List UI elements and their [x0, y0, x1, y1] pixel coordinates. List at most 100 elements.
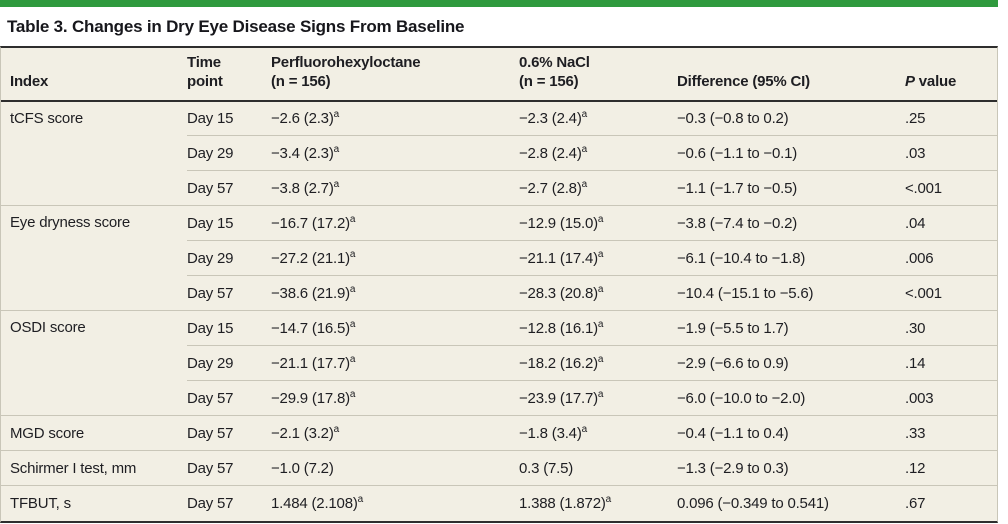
- cell-pfho: −3.4 (2.3)a: [271, 135, 519, 171]
- cell-time: Day 29: [187, 345, 271, 381]
- footnote-marker: a: [597, 283, 604, 295]
- footnote-marker: a: [357, 493, 364, 505]
- cell-difference: −6.0 (−10.0 to −2.0): [677, 380, 905, 416]
- cell-time: Day 15: [187, 205, 271, 241]
- cell-pfho: −29.9 (17.8)a: [271, 380, 519, 416]
- results-table-container: Index Time point Perfluorohexyloctane (n…: [0, 46, 998, 523]
- cell-p-value: .003: [905, 380, 997, 416]
- cell-p-value: <.001: [905, 275, 997, 311]
- cell-difference: 0.096 (−0.349 to 0.541): [677, 485, 905, 521]
- table-row: Schirmer I test, mm Day 57 −1.0 (7.2) 0.…: [1, 450, 997, 486]
- p-value-italic: P: [905, 72, 915, 90]
- table-row: Day 29 −3.4 (2.3)a −2.8 (2.4)a −0.6 (−1.…: [1, 135, 997, 171]
- cell-index: OSDI score: [1, 310, 187, 416]
- cell-time: Day 29: [187, 240, 271, 276]
- cell-index: MGD score: [1, 415, 187, 451]
- cell-p-value: .33: [905, 415, 997, 451]
- cell-value: −16.7 (17.2): [271, 214, 350, 232]
- table-row: Day 29 −21.1 (17.7)a −18.2 (16.2)a −2.9 …: [1, 345, 997, 381]
- column-header-difference: Difference (95% CI): [677, 48, 905, 102]
- accent-top-bar: [0, 0, 998, 7]
- cell-difference: −0.6 (−1.1 to −0.1): [677, 135, 905, 171]
- cell-difference: −1.1 (−1.7 to −0.5): [677, 170, 905, 206]
- table-row: Day 57 −29.9 (17.8)a −23.9 (17.7)a −6.0 …: [1, 380, 997, 416]
- cell-value: 1.484 (2.108): [271, 494, 358, 512]
- cell-time: Day 57: [187, 415, 271, 451]
- cell-nacl: −18.2 (16.2)a: [519, 345, 677, 381]
- cell-value: −3.8 (2.7): [271, 179, 334, 197]
- footnote-marker: a: [597, 318, 604, 330]
- footnote-marker: a: [333, 423, 340, 435]
- column-header-perfluorohexyloctane: Perfluorohexyloctane (n = 156): [271, 48, 519, 102]
- cell-value: −14.7 (16.5): [271, 319, 350, 337]
- cell-p-value: .14: [905, 345, 997, 381]
- cell-index: Schirmer I test, mm: [1, 450, 187, 486]
- cell-value: −1.8 (3.4): [519, 424, 582, 442]
- cell-time: Day 57: [187, 170, 271, 206]
- cell-nacl: −28.3 (20.8)a: [519, 275, 677, 311]
- cell-value: −3.4 (2.3): [271, 144, 334, 162]
- cell-value: −21.1 (17.7): [271, 354, 350, 372]
- footnote-marker: a: [581, 143, 588, 155]
- cell-nacl: −2.7 (2.8)a: [519, 170, 677, 206]
- cell-p-value: .04: [905, 205, 997, 241]
- footnote-marker: a: [597, 248, 604, 260]
- cell-p-value: .006: [905, 240, 997, 276]
- p-value-rest: value: [914, 72, 957, 90]
- cell-time: Day 15: [187, 109, 234, 127]
- footnote-marker: a: [581, 423, 588, 435]
- cell-value: 1.388 (1.872): [519, 494, 606, 512]
- table-row: MGD score Day 57 −2.1 (3.2)a −1.8 (3.4)a…: [1, 415, 997, 451]
- column-header-nacl: 0.6% NaCl (n = 156): [519, 48, 677, 102]
- cell-difference: −1.3 (−2.9 to 0.3): [677, 450, 905, 486]
- cell-index: tCFS score: [10, 109, 84, 127]
- header-row: Index Time point Perfluorohexyloctane (n…: [1, 48, 997, 102]
- footnote-marker: a: [349, 213, 356, 225]
- cell-index: Eye dryness score: [1, 205, 187, 311]
- cell-value: −2.8 (2.4): [519, 144, 582, 162]
- footnote-marker: a: [349, 318, 356, 330]
- column-header-p-value: P value: [905, 48, 997, 102]
- cell-nacl: −21.1 (17.4)a: [519, 240, 677, 276]
- cell-difference: −6.1 (−10.4 to −1.8): [677, 240, 905, 276]
- cell-nacl: −12.8 (16.1)a: [519, 310, 677, 346]
- cell-difference: −0.4 (−1.1 to 0.4): [677, 415, 905, 451]
- cell-value: −23.9 (17.7): [519, 389, 598, 407]
- cell-time: Day 15: [187, 310, 271, 346]
- cell-pfho: −38.6 (21.9)a: [271, 275, 519, 311]
- cell-pfho: −1.0 (7.2): [271, 450, 519, 486]
- footnote-marker: a: [349, 388, 356, 400]
- cell-value: −28.3 (20.8): [519, 284, 598, 302]
- footnote-marker: a: [333, 178, 340, 190]
- cell-value: −18.2 (16.2): [519, 354, 598, 372]
- cell-time: Day 57: [187, 450, 271, 486]
- cell-value: −2.7 (2.8): [519, 179, 582, 197]
- cell-value: −27.2 (21.1): [271, 249, 350, 267]
- footnote-marker: a: [581, 108, 588, 120]
- cell-value: −38.6 (21.9): [271, 284, 350, 302]
- cell-pfho: −14.7 (16.5)a: [271, 310, 519, 346]
- cell-pfho: −16.7 (17.2)a: [271, 205, 519, 241]
- cell-nacl: −2.3 (2.4)a: [519, 101, 677, 136]
- cell-value: −29.9 (17.8): [271, 389, 350, 407]
- cell-time: Day 57: [187, 275, 271, 311]
- cell-p-value: .25: [905, 109, 926, 127]
- cell-pfho: −21.1 (17.7)a: [271, 345, 519, 381]
- footnote-marker: a: [605, 493, 612, 505]
- table-row: Eye dryness score Day 15 −16.7 (17.2)a −…: [1, 205, 997, 311]
- cell-p-value: <.001: [905, 170, 997, 206]
- footnote-marker: a: [349, 283, 356, 295]
- cell-value: −2.1 (3.2): [271, 424, 334, 442]
- footnote-marker: a: [597, 388, 604, 400]
- table-row: tCFS score Day 15 −2.6 (2.3) a −2.3 (2.4)…: [1, 101, 997, 136]
- cell-pfho: 1.484 (2.108)a: [271, 485, 519, 521]
- cell-value: −2.6 (2.3): [271, 109, 334, 127]
- cell-p-value: .67: [905, 485, 997, 521]
- cell-time: Day 29: [187, 135, 271, 171]
- cell-p-value: .12: [905, 450, 997, 486]
- footnote-marker: a: [597, 213, 604, 225]
- footnote-marker: a: [333, 143, 340, 155]
- cell-value: −2.3 (2.4): [519, 109, 582, 127]
- footnote-marker: a: [349, 353, 356, 365]
- cell-time: Day 57: [187, 485, 271, 521]
